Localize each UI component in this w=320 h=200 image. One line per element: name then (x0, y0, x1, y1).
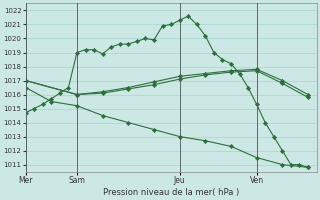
X-axis label: Pression niveau de la mer( hPa ): Pression niveau de la mer( hPa ) (103, 188, 239, 197)
